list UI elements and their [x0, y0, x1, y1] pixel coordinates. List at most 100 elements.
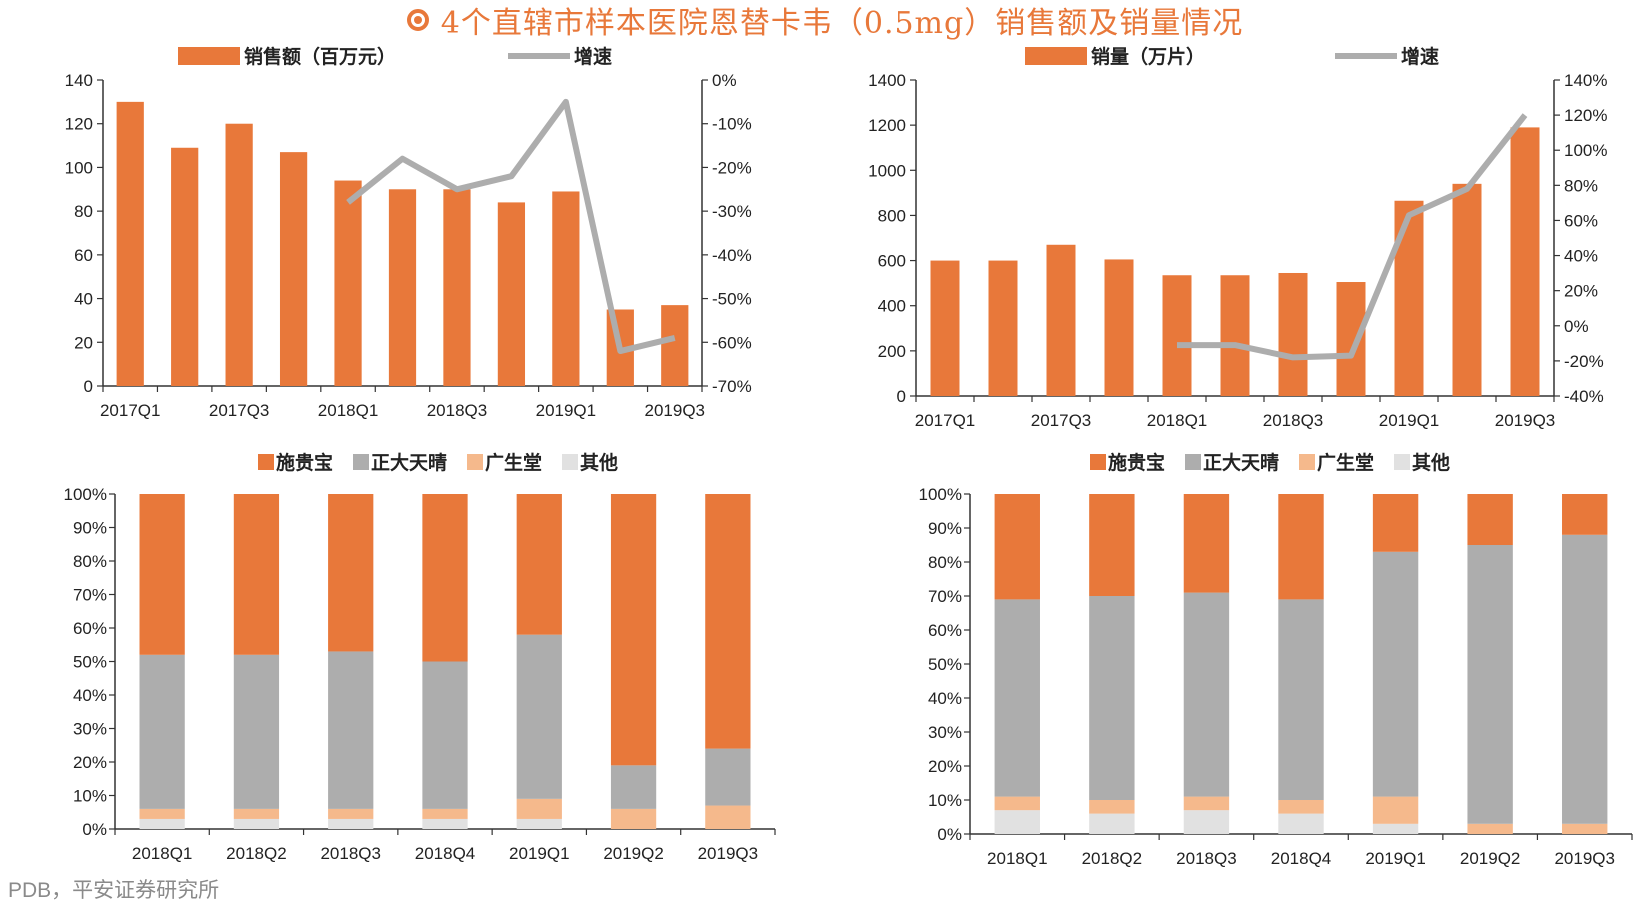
stack-segment — [139, 808, 185, 819]
x-tick-label: 2018Q1 — [132, 844, 193, 863]
y-tick-label: 800 — [878, 206, 906, 225]
y-tick-label: 0% — [82, 820, 107, 839]
page-title: 4个直辖市样本医院恩替卡韦（0.5mg）销售额及销量情况 — [440, 6, 1244, 41]
stack-segment — [705, 805, 751, 829]
y-tick-label: 0 — [84, 377, 93, 396]
x-tick-label: 2017Q1 — [915, 411, 976, 430]
stack-segment — [1372, 551, 1419, 797]
x-tick-label: 2018Q1 — [1147, 411, 1208, 430]
stack-segment — [516, 494, 562, 635]
y-tick-label: 10% — [73, 787, 107, 806]
x-tick-label: 2019Q1 — [1365, 849, 1426, 868]
x-tick-label: 2018Q3 — [320, 844, 381, 863]
stack-segment — [1089, 800, 1135, 814]
y-tick-label: 400 — [878, 297, 906, 316]
y2-tick-label: -20% — [712, 158, 752, 177]
y-tick-label: 100% — [64, 485, 107, 504]
y2-tick-label: 0% — [1564, 317, 1589, 336]
x-tick-label: 2019Q3 — [698, 844, 759, 863]
y2-tick-label: -20% — [1564, 352, 1604, 371]
y2-tick-label: 140% — [1564, 71, 1607, 90]
legend-label: 施贵宝 — [276, 451, 333, 474]
legend-label: 其他 — [1412, 451, 1450, 474]
chart-share-by-amount: 0% 10% 20% 30% 40% 50% 60% 70% 80% 90% 100% 2018Q1 2… — [64, 451, 776, 863]
legend-swatch — [1090, 454, 1106, 470]
legend-label: 广生堂 — [1317, 451, 1374, 474]
stack-segment — [1183, 494, 1230, 593]
y-tick-label: 600 — [878, 252, 906, 271]
stack-segment — [1278, 800, 1324, 814]
stack-segment — [422, 808, 468, 819]
stack-segment — [1372, 823, 1419, 834]
bar — [1220, 275, 1250, 396]
y2-tick-label: 20% — [1564, 282, 1598, 301]
bar — [497, 202, 526, 386]
y2-tick-label: -40% — [712, 246, 752, 265]
stack-segment — [1278, 599, 1324, 800]
y-tick-label: 1200 — [868, 116, 906, 135]
y2-tick-label: 120% — [1564, 106, 1607, 125]
bar — [334, 180, 362, 386]
x-tick-label: 2019Q2 — [1460, 849, 1521, 868]
legend-swatch-bar — [1025, 47, 1087, 65]
legend-label: 广生堂 — [485, 451, 542, 474]
y-tick-label: 70% — [73, 586, 107, 605]
stack-segment — [233, 494, 280, 655]
x-tick-label: 2018Q2 — [1082, 849, 1143, 868]
chart-share-by-volume: 0% 10% 20% 30% 40% 50% 60% 70% 80% 90% 100% 2018Q1 2… — [919, 451, 1633, 868]
legend-swatch — [258, 454, 274, 470]
bar — [171, 147, 199, 386]
y-tick-label: 120 — [65, 115, 93, 134]
stack-segment — [233, 654, 280, 809]
y2-tick-label: 80% — [1564, 176, 1598, 195]
growth-line — [346, 98, 676, 355]
bar — [279, 152, 308, 386]
bar — [1104, 259, 1134, 396]
legend-swatch — [562, 454, 578, 470]
stack-segment — [233, 818, 280, 829]
y-tick-label: 30% — [73, 720, 107, 739]
y2-tick-label: -60% — [712, 333, 752, 352]
stack-segment — [516, 634, 562, 799]
x-tick-label: 2019Q1 — [509, 844, 570, 863]
stack-segment — [328, 651, 374, 809]
y-tick-label: 60% — [928, 621, 962, 640]
legend-swatch — [353, 454, 369, 470]
x-tick-label: 2019Q1 — [536, 401, 597, 420]
legend-label: 正大天晴 — [1203, 451, 1279, 474]
stack-segment — [705, 494, 751, 749]
legend-label: 销量（万片） — [1091, 45, 1205, 68]
y-tick-label: 200 — [878, 342, 906, 361]
x-tick-label: 2018Q3 — [427, 401, 488, 420]
y2-tick-label: -10% — [712, 115, 752, 134]
stack-segment — [1278, 813, 1324, 834]
stack-segment — [1089, 813, 1135, 834]
stack-segment — [422, 494, 468, 662]
stack-segment — [610, 494, 657, 766]
legend-swatch — [467, 454, 483, 470]
bar — [1046, 244, 1076, 396]
stack-segment — [139, 654, 185, 809]
y2-tick-label: 0% — [712, 71, 737, 90]
legend-swatch — [1394, 454, 1410, 470]
growth-line — [1177, 113, 1528, 361]
stack-segment — [994, 494, 1040, 600]
bar — [116, 101, 144, 386]
bar — [552, 191, 580, 386]
bar — [1162, 275, 1192, 396]
stack-segment — [1562, 823, 1608, 834]
y-tick-label: 80% — [928, 553, 962, 572]
x-tick-label: 2017Q1 — [100, 401, 161, 420]
bar — [1278, 272, 1308, 396]
stack-segment — [1467, 494, 1513, 545]
y-tick-label: 70% — [928, 587, 962, 606]
legend-swatch — [1185, 454, 1201, 470]
stack-segment — [610, 808, 657, 829]
y-tick-label: 90% — [928, 519, 962, 538]
y2-tick-label: 60% — [1564, 211, 1598, 230]
bar — [1510, 127, 1540, 397]
y-tick-label: 60% — [73, 619, 107, 638]
x-tick-label: 2019Q3 — [645, 401, 706, 420]
y-tick-label: 100% — [919, 485, 962, 504]
y-tick-label: 100 — [65, 158, 93, 177]
